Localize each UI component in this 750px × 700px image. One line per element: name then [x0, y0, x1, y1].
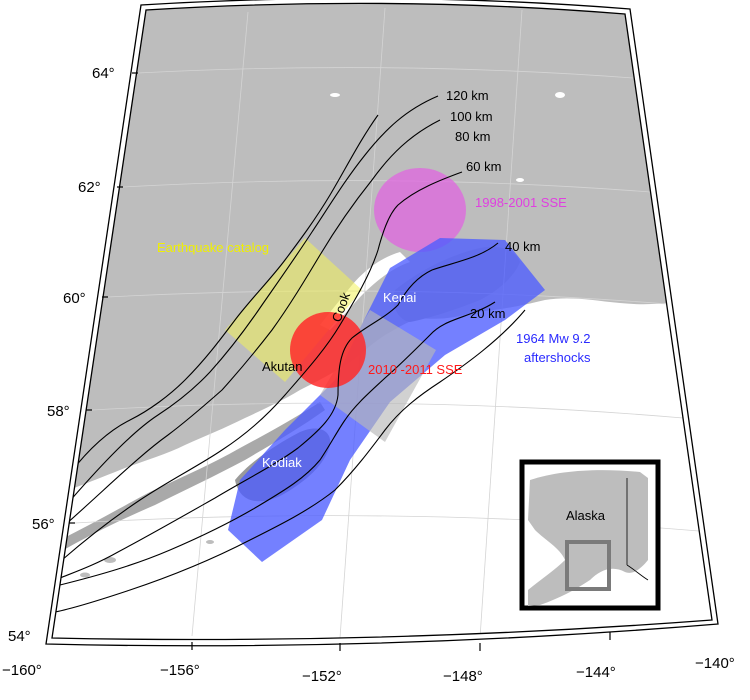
- contour-80: [64, 119, 441, 526]
- kenai-label: Kenai: [383, 290, 416, 305]
- mainland-landmass: [52, 3, 690, 500]
- contour-label-80: 80 km: [455, 129, 490, 144]
- lon-label-152: −152°: [302, 668, 342, 685]
- lake: [516, 178, 524, 182]
- frame-ticks: [69, 72, 611, 651]
- lat-label-60: 60°: [63, 290, 86, 307]
- inset-map: Alaska: [519, 459, 661, 611]
- earthquake-catalog-label: Earthquake catalog: [157, 240, 269, 255]
- contour-label-40: 40 km: [505, 239, 540, 254]
- contour-label-20: 20 km: [470, 306, 505, 321]
- lat-label-64: 64°: [92, 65, 115, 82]
- lon-label-144: −144°: [576, 664, 616, 681]
- study-box: [320, 310, 436, 442]
- kodiak-label: Kodiak: [262, 455, 302, 470]
- lake: [555, 92, 565, 98]
- contour-trench: [54, 309, 526, 613]
- map-frame-outer: [45, 0, 719, 647]
- aftershocks-label-line2: aftershocks: [524, 350, 591, 365]
- lat-label-56: 56°: [32, 516, 55, 533]
- inset-study-box: [565, 540, 611, 591]
- akutan-label: Akutan: [262, 359, 302, 374]
- map-frame-inner: [51, 2, 713, 641]
- contour-20: [59, 301, 496, 586]
- contour-100: [61, 95, 439, 511]
- inset-border-south: [626, 564, 649, 581]
- island: [206, 540, 214, 544]
- lat-label-54: 54°: [8, 628, 31, 645]
- aftershocks-label-line1: 1964 Mw 9.2: [516, 331, 590, 346]
- lat-label-58: 58°: [47, 403, 70, 420]
- lon-label-140: −140°: [695, 655, 735, 672]
- lon-label-148: −148°: [443, 668, 483, 685]
- sse-2010-label: 2010 -2011 SSE: [368, 362, 463, 377]
- inset-alaska-landmass: [528, 470, 648, 606]
- lon-label-160: −160°: [2, 662, 42, 679]
- lat-label-62: 62°: [78, 179, 101, 196]
- contour-40: [59, 242, 499, 579]
- slab-contours: [54, 95, 526, 613]
- island: [104, 557, 116, 563]
- contour-60: [61, 171, 463, 561]
- island: [80, 572, 90, 578]
- contour-120: [57, 114, 379, 491]
- sse-1998-2001-zone: [374, 168, 466, 252]
- sse-1998-label: 1998-2001 SSE: [475, 195, 567, 210]
- sse-2010-2011-zone: [290, 312, 366, 388]
- contour-label-100: 100 km: [450, 109, 493, 124]
- contour-label-60: 60 km: [466, 159, 501, 174]
- lon-label-156: −156°: [160, 662, 200, 679]
- inset-alaska-label: Alaska: [566, 508, 606, 523]
- lake: [330, 93, 340, 97]
- contour-label-120: 120 km: [446, 88, 489, 103]
- alaska-peninsula: [60, 402, 325, 552]
